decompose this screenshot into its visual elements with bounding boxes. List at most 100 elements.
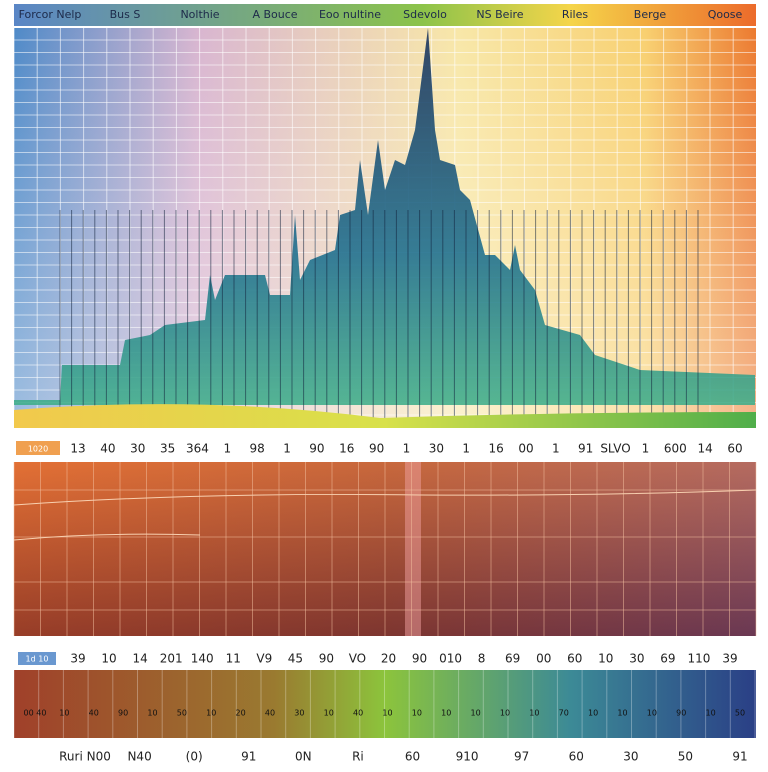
label: 30	[294, 709, 304, 718]
label: 30	[130, 442, 145, 456]
badge-1	[16, 441, 60, 455]
label: Riles	[562, 8, 589, 21]
label: 1	[403, 442, 411, 456]
label: 10	[500, 709, 510, 718]
label: 14	[697, 442, 712, 456]
label: 13	[70, 442, 85, 456]
label: V9	[256, 652, 272, 666]
label: 600	[664, 442, 687, 456]
label: VO	[349, 652, 366, 666]
label: 010	[439, 652, 462, 666]
label: 1	[462, 442, 470, 456]
label: 40	[100, 442, 115, 456]
label: Eoo nultine	[319, 8, 381, 21]
label: SLVO	[600, 442, 630, 456]
label: 50	[177, 709, 187, 718]
label: 97	[514, 750, 529, 764]
label: 16	[339, 442, 354, 456]
label: 90	[319, 652, 334, 666]
label: 20	[236, 709, 246, 718]
label: 10	[412, 709, 422, 718]
label: 10	[647, 709, 657, 718]
label: 140	[191, 652, 214, 666]
label: 90	[676, 709, 686, 718]
curve-2	[13, 533, 201, 541]
label: 35	[160, 442, 175, 456]
label: NS Beire	[476, 8, 523, 21]
label: 10	[706, 709, 716, 718]
label: 16	[488, 442, 503, 456]
label: 40	[265, 709, 275, 718]
label: 50	[678, 750, 693, 764]
label: 11	[226, 652, 241, 666]
label: Qoose	[708, 8, 743, 21]
label: Bus S	[110, 8, 141, 21]
label: 10	[441, 709, 451, 718]
badge-1-text: 1020	[28, 445, 48, 454]
highlight	[405, 462, 421, 636]
label: 1	[642, 442, 650, 456]
label: 364	[186, 442, 209, 456]
label: 90	[309, 442, 324, 456]
label: 00	[536, 652, 551, 666]
label: 910	[456, 750, 479, 764]
label: 10	[598, 652, 613, 666]
label: 69	[505, 652, 520, 666]
label: 60	[727, 442, 742, 456]
label: Nolthie	[180, 8, 219, 21]
label: 60	[569, 750, 584, 764]
label: N40	[127, 750, 151, 764]
label: 30	[429, 442, 444, 456]
label: (0)	[186, 750, 203, 764]
label: 30	[629, 652, 644, 666]
grid-top-front	[59, 210, 699, 428]
label: 60	[405, 750, 420, 764]
label: 10	[147, 709, 157, 718]
label: 69	[660, 652, 675, 666]
label: 91	[241, 750, 256, 764]
label: 00 40	[24, 709, 47, 718]
label: 10	[588, 709, 598, 718]
label: 10	[101, 652, 116, 666]
ground	[14, 404, 756, 428]
label: Ruri N00	[59, 750, 111, 764]
label: Sdevolo	[403, 8, 447, 21]
label: 0N	[295, 750, 312, 764]
label: 70	[559, 709, 569, 718]
grid-mid	[13, 462, 757, 636]
label: 45	[288, 652, 303, 666]
label: 201	[160, 652, 183, 666]
label: 10	[529, 709, 539, 718]
label: 1	[283, 442, 291, 456]
label: 1	[223, 442, 231, 456]
label: 91	[578, 442, 593, 456]
header-bar	[14, 4, 756, 26]
label: 10	[382, 709, 392, 718]
label: 98	[250, 442, 265, 456]
label: 91	[732, 750, 747, 764]
label: 39	[70, 652, 85, 666]
panel-bottom	[14, 670, 756, 738]
label: 10	[206, 709, 216, 718]
label: 00	[518, 442, 533, 456]
label: 110	[687, 652, 710, 666]
label: 50	[735, 709, 745, 718]
label: 60	[567, 652, 582, 666]
badge-2	[18, 652, 56, 665]
label: 39	[722, 652, 737, 666]
label: 90	[369, 442, 384, 456]
label: Forcor Nelp	[19, 8, 82, 21]
label: 40	[89, 709, 99, 718]
label: 14	[132, 652, 147, 666]
label: 30	[623, 750, 638, 764]
label: 10	[471, 709, 481, 718]
label: Berge	[634, 8, 667, 21]
curve	[13, 489, 757, 506]
label: 10	[617, 709, 627, 718]
badge-2-text: 1d 10	[26, 655, 49, 664]
label: 1	[552, 442, 560, 456]
label: 90	[412, 652, 427, 666]
label: 8	[478, 652, 486, 666]
